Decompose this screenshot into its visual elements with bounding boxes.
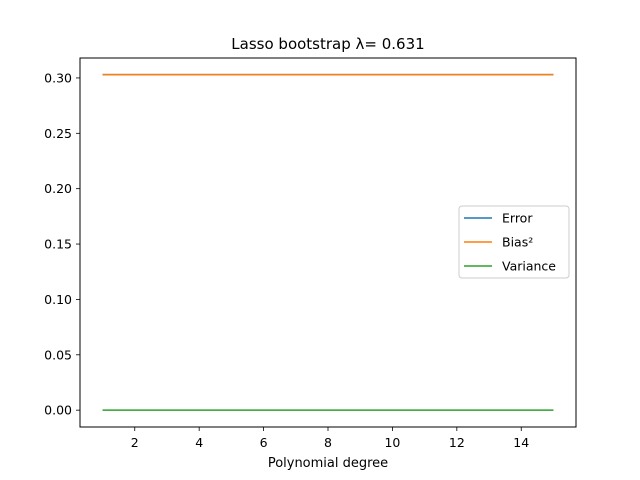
y-tick-label: 0.10 xyxy=(44,292,72,307)
y-tick-label: 0.25 xyxy=(44,126,72,141)
x-tick-label: 8 xyxy=(324,435,332,450)
chart-title: Lasso bootstrap λ= 0.631 xyxy=(231,35,424,53)
x-tick-label: 4 xyxy=(195,435,203,450)
y-tick-label: 0.30 xyxy=(44,70,72,85)
y-axis-ticks: 0.00 0.05 0.10 0.15 0.20 0.25 0.30 xyxy=(44,70,80,418)
y-tick-label: 0.05 xyxy=(44,347,72,362)
y-tick-label: 0.00 xyxy=(44,403,72,418)
x-tick-label: 12 xyxy=(449,435,465,450)
y-tick-label: 0.20 xyxy=(44,181,72,196)
x-axis-ticks: 2 4 6 8 10 12 14 xyxy=(131,427,529,450)
legend: Error Bias² Variance xyxy=(458,205,570,279)
plot-area-frame xyxy=(79,57,577,428)
x-tick-label: 6 xyxy=(260,435,268,450)
x-axis-label: Polynomial degree xyxy=(268,456,388,471)
legend-label: Error xyxy=(502,211,533,226)
y-tick-label: 0.15 xyxy=(44,237,72,252)
legend-box xyxy=(458,205,570,279)
legend-label: Bias² xyxy=(502,235,533,250)
x-tick-label: 14 xyxy=(513,435,529,450)
x-tick-label: 10 xyxy=(384,435,400,450)
x-tick-label: 2 xyxy=(131,435,139,450)
series-layer xyxy=(102,73,554,411)
legend-label: Variance xyxy=(502,259,556,274)
